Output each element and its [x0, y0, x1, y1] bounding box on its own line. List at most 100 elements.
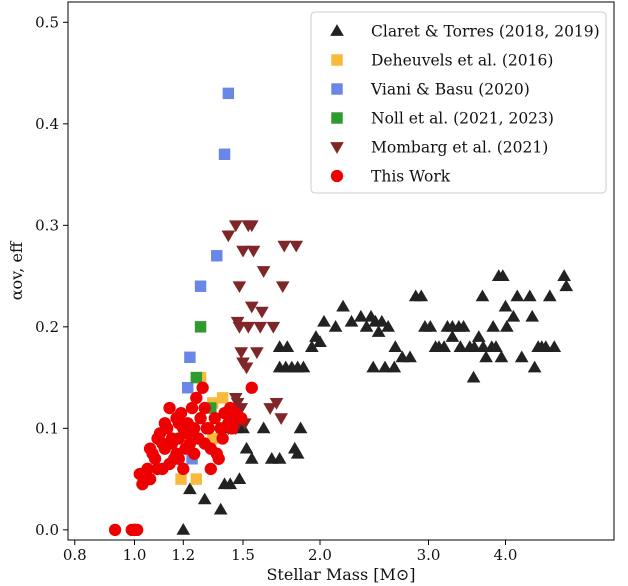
- data-point: [296, 360, 311, 373]
- data-point: [277, 240, 292, 253]
- data-point: [108, 523, 122, 537]
- data-point: [475, 289, 490, 302]
- legend-label: Noll et al. (2021, 2023): [371, 110, 554, 128]
- legend-entry: Noll et al. (2021, 2023): [331, 110, 554, 128]
- data-point: [289, 240, 304, 253]
- data-point: [547, 340, 562, 353]
- data-point: [476, 340, 490, 353]
- data-point: [212, 452, 225, 465]
- legend-entry: Claret & Torres (2018, 2019): [330, 23, 600, 41]
- data-point: [165, 437, 179, 450]
- legend-entry: Mombarg et al. (2021): [330, 139, 548, 157]
- y-tick-label: 0.3: [35, 216, 59, 234]
- data-point: [232, 472, 247, 485]
- data-point: [388, 340, 403, 353]
- data-point: [495, 269, 510, 281]
- data-point: [381, 320, 395, 332]
- legend-box: [310, 11, 607, 194]
- y-tick-label: 0.4: [35, 115, 59, 133]
- data-point: [263, 403, 277, 415]
- data-point: [221, 230, 236, 243]
- data-point: [293, 421, 308, 434]
- data-point: [174, 406, 188, 420]
- data-point: [183, 482, 197, 495]
- legend-label: Deheuvels et al. (2016): [371, 52, 553, 70]
- data-point: [506, 309, 521, 322]
- data-point: [234, 347, 249, 360]
- data-point: [172, 417, 185, 430]
- data-point: [255, 306, 269, 319]
- data-point: [230, 316, 245, 329]
- data-point: [387, 360, 402, 373]
- data-point: [239, 362, 254, 375]
- data-point: [274, 413, 288, 426]
- data-point: [498, 299, 513, 312]
- plot-frame: [67, 1, 615, 541]
- data-point: [275, 281, 290, 294]
- data-point: [198, 401, 211, 415]
- data-point: [510, 289, 525, 302]
- data-point: [175, 473, 187, 485]
- data-point: [375, 314, 389, 327]
- legend-label: Viani & Basu (2020): [370, 81, 530, 99]
- data-point: [437, 340, 451, 353]
- data-point: [525, 309, 540, 322]
- data-point: [222, 87, 235, 100]
- data-point: [184, 351, 196, 364]
- x-tick-label: 1.2: [171, 546, 195, 564]
- data-point: [223, 477, 238, 490]
- legend-marker: [330, 142, 344, 154]
- x-tick-label: 0.8: [63, 546, 87, 564]
- plot-area: [108, 87, 574, 537]
- data-point: [146, 447, 159, 460]
- data-point: [213, 502, 228, 515]
- data-point: [479, 350, 493, 363]
- legend-label: Mombarg et al. (2021): [371, 139, 548, 157]
- data-point: [514, 350, 529, 363]
- data-point: [256, 421, 271, 434]
- data-point: [522, 289, 537, 302]
- data-point: [250, 347, 264, 360]
- data-point: [354, 309, 368, 322]
- data-point: [244, 451, 259, 464]
- data-point: [414, 289, 429, 302]
- data-point: [244, 301, 259, 314]
- data-point: [290, 446, 305, 459]
- data-point: [559, 279, 574, 292]
- legend: Claret & Torres (2018, 2019) Deheuvels et…: [310, 11, 607, 194]
- data-point: [246, 245, 261, 258]
- data-point: [141, 462, 154, 476]
- data-point: [218, 148, 231, 160]
- data-point: [269, 398, 284, 410]
- data-point: [500, 320, 514, 332]
- data-point: [244, 220, 259, 233]
- data-point: [241, 321, 256, 334]
- data-point: [194, 321, 207, 333]
- data-point: [467, 340, 482, 353]
- data-point: [403, 350, 417, 363]
- data-point: [153, 427, 167, 440]
- data-point: [170, 447, 183, 460]
- data-point: [378, 360, 392, 373]
- x-axis-label: Stellar Mass [M⊙]: [266, 565, 415, 584]
- data-point: [280, 340, 295, 353]
- data-point: [344, 314, 359, 327]
- data-point: [239, 441, 254, 454]
- data-point: [211, 250, 223, 262]
- data-point: [188, 447, 201, 460]
- data-point: [176, 523, 191, 535]
- legend-entry: This Work: [330, 168, 451, 186]
- data-point: [317, 314, 331, 327]
- data-point: [196, 381, 209, 394]
- data-point: [181, 417, 194, 430]
- legend-marker: [330, 169, 344, 183]
- data-point: [200, 422, 213, 435]
- data-point: [336, 299, 350, 312]
- data-point: [359, 320, 374, 332]
- data-point: [225, 422, 239, 435]
- data-point: [256, 266, 271, 278]
- data-point: [181, 382, 194, 394]
- legend-marker: [330, 24, 344, 36]
- data-point: [236, 421, 250, 434]
